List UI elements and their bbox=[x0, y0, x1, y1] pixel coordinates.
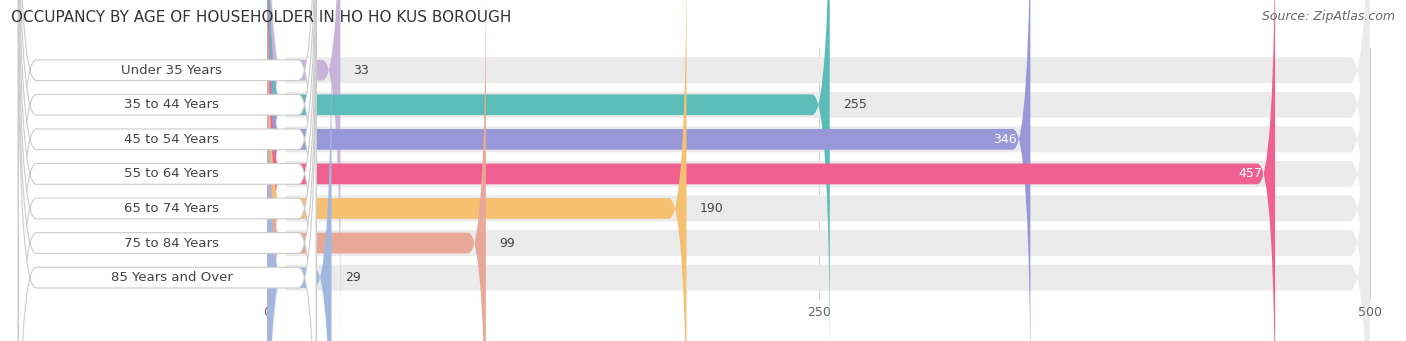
Text: 190: 190 bbox=[700, 202, 724, 215]
FancyBboxPatch shape bbox=[18, 0, 316, 341]
FancyBboxPatch shape bbox=[267, 0, 486, 341]
Text: 35 to 44 Years: 35 to 44 Years bbox=[124, 98, 219, 111]
FancyBboxPatch shape bbox=[18, 0, 316, 341]
FancyBboxPatch shape bbox=[267, 0, 1369, 341]
FancyBboxPatch shape bbox=[267, 0, 1369, 341]
FancyBboxPatch shape bbox=[18, 0, 316, 341]
Text: 45 to 54 Years: 45 to 54 Years bbox=[124, 133, 219, 146]
Text: 33: 33 bbox=[353, 64, 370, 77]
Text: Under 35 Years: Under 35 Years bbox=[121, 64, 222, 77]
FancyBboxPatch shape bbox=[267, 0, 830, 341]
FancyBboxPatch shape bbox=[267, 0, 1369, 341]
Text: Source: ZipAtlas.com: Source: ZipAtlas.com bbox=[1261, 10, 1395, 23]
FancyBboxPatch shape bbox=[18, 0, 316, 341]
Text: 75 to 84 Years: 75 to 84 Years bbox=[124, 237, 219, 250]
Text: 99: 99 bbox=[499, 237, 515, 250]
FancyBboxPatch shape bbox=[267, 0, 1031, 341]
Text: 29: 29 bbox=[344, 271, 360, 284]
FancyBboxPatch shape bbox=[267, 0, 1369, 341]
Text: 255: 255 bbox=[844, 98, 868, 111]
FancyBboxPatch shape bbox=[267, 12, 332, 341]
Text: OCCUPANCY BY AGE OF HOUSEHOLDER IN HO HO KUS BOROUGH: OCCUPANCY BY AGE OF HOUSEHOLDER IN HO HO… bbox=[11, 10, 512, 25]
Text: 65 to 74 Years: 65 to 74 Years bbox=[124, 202, 219, 215]
Text: 457: 457 bbox=[1239, 167, 1261, 180]
FancyBboxPatch shape bbox=[267, 0, 1275, 341]
Text: 346: 346 bbox=[994, 133, 1017, 146]
FancyBboxPatch shape bbox=[267, 0, 1369, 341]
FancyBboxPatch shape bbox=[267, 0, 340, 336]
FancyBboxPatch shape bbox=[267, 0, 1369, 341]
FancyBboxPatch shape bbox=[267, 0, 686, 341]
FancyBboxPatch shape bbox=[18, 0, 316, 341]
FancyBboxPatch shape bbox=[18, 12, 316, 341]
FancyBboxPatch shape bbox=[18, 0, 316, 336]
FancyBboxPatch shape bbox=[267, 0, 1369, 341]
Text: 55 to 64 Years: 55 to 64 Years bbox=[124, 167, 219, 180]
Text: 85 Years and Over: 85 Years and Over bbox=[111, 271, 232, 284]
